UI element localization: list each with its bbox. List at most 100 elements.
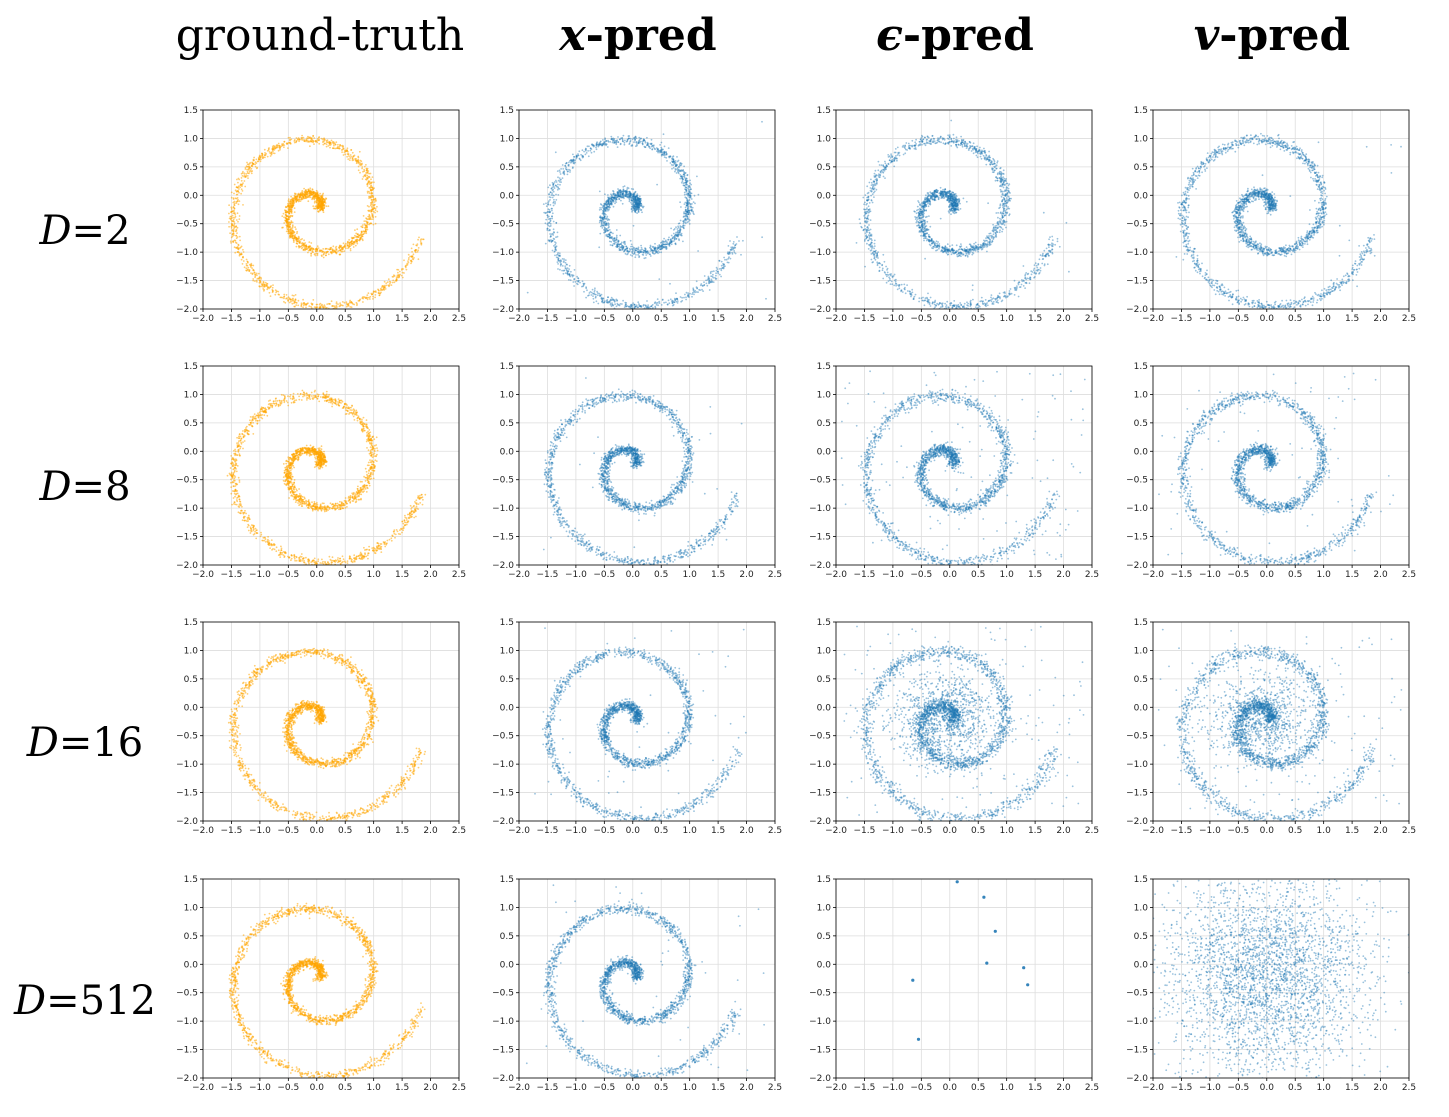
scatter-point <box>604 217 607 220</box>
scatter-point <box>625 194 627 196</box>
scatter-point <box>952 205 954 208</box>
scatter-point <box>615 198 618 201</box>
scatter-point <box>979 247 981 250</box>
scatter-point <box>313 200 316 203</box>
scatter-point <box>940 194 943 197</box>
scatter-point <box>1005 226 1007 229</box>
scatter-point <box>576 282 578 285</box>
scatter-point <box>617 194 620 196</box>
scatter-point <box>601 206 604 209</box>
scatter-point <box>546 216 549 218</box>
scatter-point <box>947 196 950 199</box>
scatter-point <box>555 221 558 224</box>
scatter-point <box>561 269 563 272</box>
scatter-point <box>610 197 612 200</box>
scatter-point <box>646 250 649 252</box>
scatter-point <box>682 240 684 243</box>
scatter-point <box>660 141 663 144</box>
column-title-symbol: v <box>1194 10 1220 61</box>
scatter-point <box>393 281 396 284</box>
scatter-point <box>636 206 639 209</box>
scatter-point <box>680 225 683 228</box>
scatter-point <box>552 204 555 207</box>
scatter-point <box>678 222 681 225</box>
scatter-point <box>924 203 926 206</box>
scatter-point <box>638 304 641 307</box>
scatter-point <box>607 233 609 236</box>
scatter-point <box>634 195 637 198</box>
scatter-point <box>592 297 595 300</box>
scatter-point <box>327 205 330 208</box>
scatter-point <box>235 237 238 240</box>
scatter-point <box>626 186 629 189</box>
scatter-point <box>632 198 635 201</box>
scatter-point <box>291 302 294 305</box>
scatter-point <box>284 206 287 209</box>
scatter-point <box>607 201 610 204</box>
scatter-point <box>387 278 390 281</box>
scatter-point <box>650 145 653 148</box>
scatter-point <box>621 139 624 141</box>
scatter-point <box>864 210 867 213</box>
scatter-point <box>586 289 588 292</box>
scatter-point <box>557 268 559 270</box>
scatter-point <box>547 186 550 189</box>
scatter-point <box>601 216 604 219</box>
scatter-point <box>347 158 350 160</box>
scatter-point <box>993 169 996 172</box>
scatter-point <box>637 204 640 206</box>
scatter-point <box>339 144 341 147</box>
scatter-point <box>608 201 610 203</box>
scatter-point <box>627 193 630 196</box>
scatter-point <box>929 191 932 193</box>
scatter-point <box>607 226 610 229</box>
scatter-point <box>688 186 690 188</box>
scatter-point <box>601 298 603 301</box>
scatter-point <box>733 247 735 250</box>
scatter-point <box>324 138 326 141</box>
scatter-point <box>865 220 868 222</box>
scatter-point <box>676 168 678 171</box>
scatter-point <box>559 183 561 186</box>
scatter-point <box>271 289 274 291</box>
scatter-point <box>622 190 624 193</box>
scatter-point <box>988 150 990 153</box>
scatter-point <box>291 197 294 200</box>
scatter-point <box>359 162 362 165</box>
x-tick-label: 1.5 <box>711 314 725 324</box>
scatter-point <box>1044 255 1047 258</box>
scatter-point <box>671 302 674 305</box>
scatter-point <box>685 189 688 192</box>
scatter-point <box>615 141 618 144</box>
scatter-point <box>638 200 640 202</box>
scatter-point <box>599 232 602 235</box>
scatter-point <box>286 142 289 145</box>
scatter-point <box>568 264 571 267</box>
scatter-point <box>686 211 689 213</box>
scatter-point <box>709 281 712 283</box>
scatter-point <box>686 221 689 224</box>
scatter-point <box>551 217 554 220</box>
scatter-point <box>598 144 600 147</box>
scatter-point <box>605 207 607 210</box>
scatter-point <box>584 147 587 150</box>
scatter-point <box>945 250 948 253</box>
scatter-point <box>690 205 692 208</box>
scatter-point <box>638 197 641 200</box>
scatter-point <box>617 192 619 195</box>
scatter-point <box>651 148 654 151</box>
scatter-point <box>660 146 663 149</box>
scatter-point <box>654 242 656 245</box>
scatter-point <box>633 195 636 198</box>
scatter-point <box>550 187 553 190</box>
scatter-point <box>890 280 893 283</box>
scatter-point <box>638 203 641 205</box>
scatter-point <box>634 199 637 201</box>
scatter-point <box>556 253 559 256</box>
scatter-point <box>642 205 645 208</box>
scatter-point <box>637 196 639 199</box>
scatter-point <box>634 202 637 205</box>
scatter-point <box>681 178 684 181</box>
scatter-point <box>550 194 553 196</box>
scatter-point <box>621 192 623 195</box>
